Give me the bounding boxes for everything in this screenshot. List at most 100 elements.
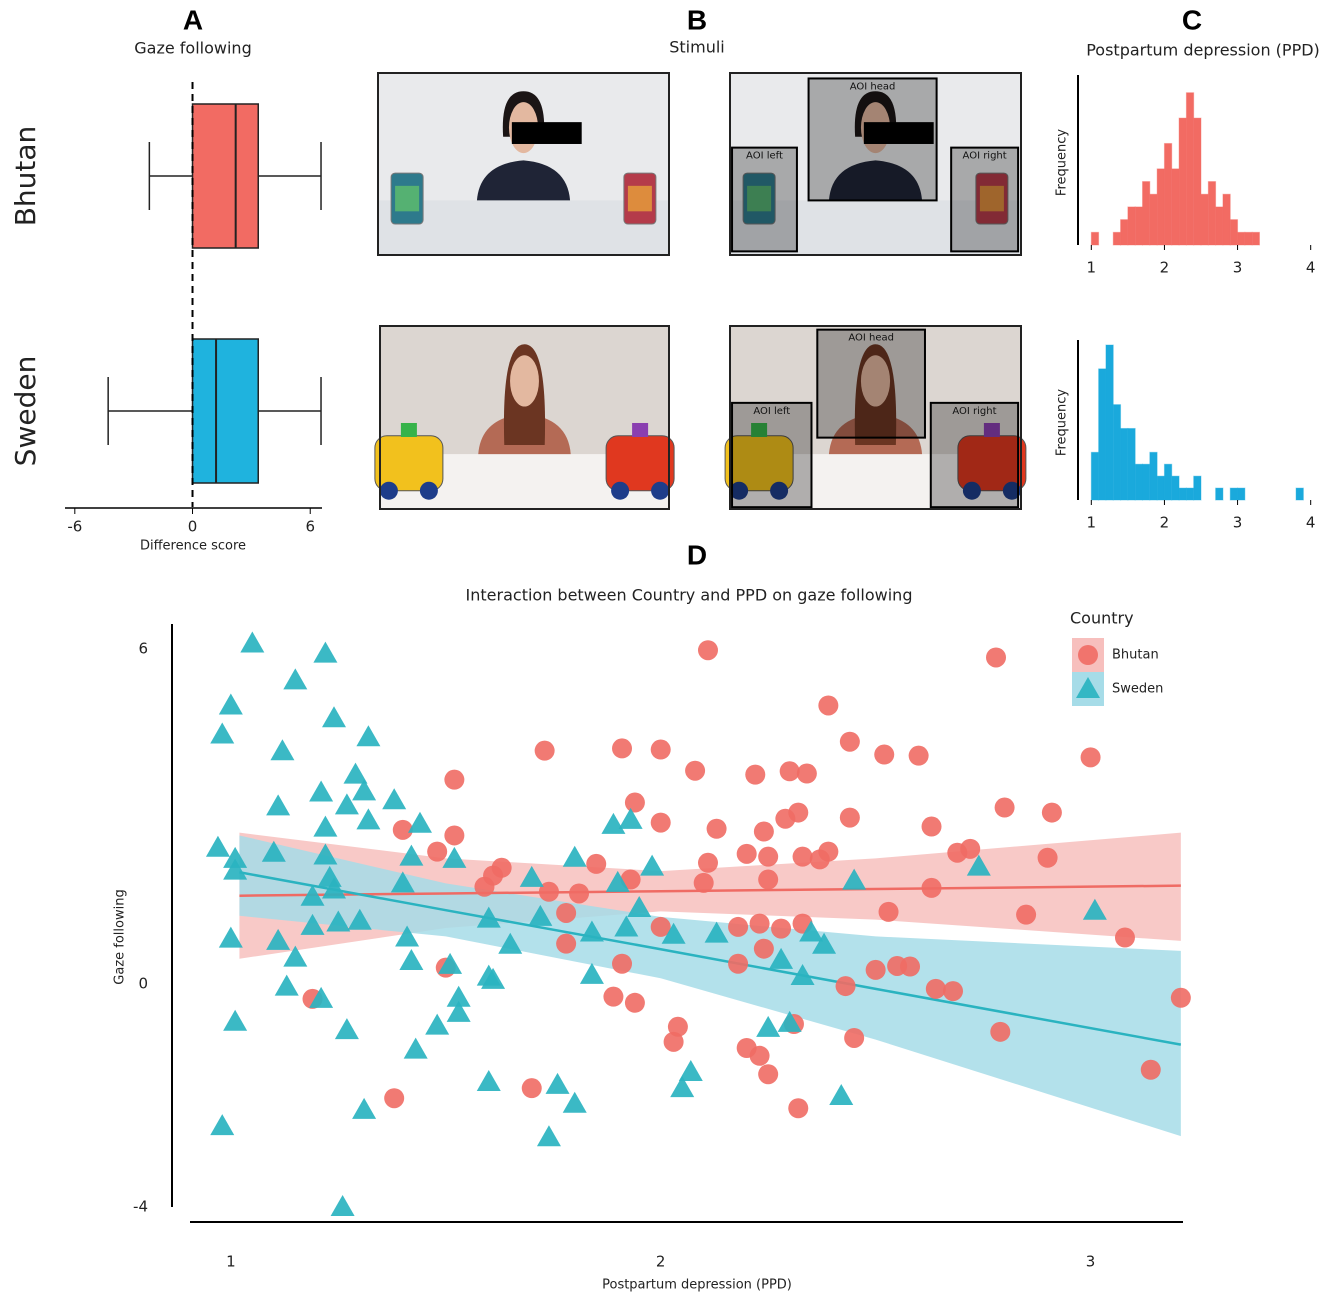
circle-point xyxy=(728,954,748,974)
circle-point xyxy=(844,1028,864,1048)
toy-car xyxy=(375,436,443,491)
panel-letter: B xyxy=(687,4,707,35)
circle-point xyxy=(603,987,623,1007)
panel-letter: D xyxy=(687,539,707,570)
circle-point xyxy=(694,873,714,893)
circle-point xyxy=(750,914,770,934)
histogram-bar xyxy=(1143,182,1150,245)
x-tick-label: 4 xyxy=(1306,514,1316,532)
circle-point xyxy=(947,843,967,863)
circle-point xyxy=(758,1064,778,1084)
triangle-point xyxy=(266,794,290,815)
circle-point xyxy=(664,1032,684,1052)
x-tick-label: 1 xyxy=(1087,514,1097,532)
y-tick-label: 6 xyxy=(138,640,148,658)
histogram-bar xyxy=(1157,169,1164,245)
triangle-point xyxy=(477,1070,501,1091)
circle-point xyxy=(1171,988,1191,1008)
category-label: Sweden xyxy=(9,356,42,467)
box xyxy=(193,104,259,248)
circle-point xyxy=(866,960,886,980)
histogram-bar xyxy=(1245,232,1252,245)
toy-wheel xyxy=(420,482,438,500)
circle-point xyxy=(556,934,576,954)
cup-pattern xyxy=(628,186,652,211)
circle-point xyxy=(698,640,718,660)
histogram-bar xyxy=(1121,428,1128,500)
circle-point xyxy=(879,902,899,922)
circle-point xyxy=(840,808,860,828)
circle-point xyxy=(1016,905,1036,925)
aoi-label: AOI head xyxy=(850,81,896,92)
histogram-bar xyxy=(1238,488,1245,500)
x-tick-label: 4 xyxy=(1306,259,1316,277)
circle-point xyxy=(986,647,1006,667)
cup-pattern xyxy=(395,186,419,211)
circle-point xyxy=(797,764,817,784)
histogram-bar xyxy=(1121,220,1128,245)
histogram-bar xyxy=(1128,428,1135,500)
circle-point xyxy=(922,817,942,837)
panel-letter: A xyxy=(183,4,203,35)
histogram-bar xyxy=(1194,476,1201,500)
x-tick-label: 0 xyxy=(188,518,198,536)
circle-point xyxy=(754,822,774,842)
triangle-point xyxy=(206,836,230,857)
category-label: Bhutan xyxy=(9,126,42,227)
triangle-point xyxy=(356,808,380,829)
histogram-bar xyxy=(1186,488,1193,500)
triangle-point xyxy=(563,846,587,867)
histogram-bar xyxy=(1179,118,1186,245)
aoi-box xyxy=(732,403,811,507)
histogram-bar xyxy=(1164,143,1171,245)
aoi-label: AOI left xyxy=(753,406,790,417)
x-tick-label: 3 xyxy=(1233,514,1243,532)
x-tick-label: 2 xyxy=(1160,514,1170,532)
circle-point xyxy=(625,993,645,1013)
circle-point xyxy=(444,770,464,790)
triangle-point xyxy=(563,1092,587,1113)
triangle-point xyxy=(408,812,432,833)
circle-point xyxy=(474,877,494,897)
toy-wheel xyxy=(380,482,398,500)
circle-point xyxy=(788,1098,808,1118)
circle-point xyxy=(569,883,589,903)
triangle-point xyxy=(219,927,243,948)
triangle-point xyxy=(313,642,337,663)
circle-point xyxy=(990,1022,1010,1042)
aoi-label: AOI right xyxy=(963,151,1007,162)
histogram-bar xyxy=(1230,220,1237,245)
circle-point xyxy=(758,870,778,890)
circle-point xyxy=(427,842,447,862)
triangle-point xyxy=(210,722,234,743)
histogram-bar xyxy=(1157,476,1164,500)
circle-point xyxy=(995,798,1015,818)
x-tick-label: 2 xyxy=(656,1253,666,1271)
triangle-point xyxy=(546,1073,570,1094)
circle-point xyxy=(1038,848,1058,868)
circle-point xyxy=(874,745,894,765)
toy-car-top xyxy=(632,423,648,437)
toy-wheel xyxy=(651,482,669,500)
circle-point xyxy=(698,853,718,873)
triangle-point xyxy=(309,780,333,801)
person-face xyxy=(510,355,539,406)
triangle-point xyxy=(283,668,307,689)
circle-point xyxy=(943,981,963,1001)
histogram-bar xyxy=(1113,405,1120,500)
circle-point xyxy=(750,1046,770,1066)
x-axis-label: Postpartum depression (PPD) xyxy=(602,1278,792,1293)
y-axis-label: Gaze following xyxy=(113,889,128,984)
legend-label: Sweden xyxy=(1112,682,1163,697)
triangle-point xyxy=(399,949,423,970)
aoi-label: AOI head xyxy=(848,333,894,344)
y-axis-label: Frequency xyxy=(1055,389,1070,456)
stimulus-frame: AOI headAOI leftAOI right xyxy=(725,326,1026,509)
histogram-bar xyxy=(1252,232,1259,245)
histogram-bar xyxy=(1186,93,1193,245)
legend-marker xyxy=(1078,645,1098,665)
triangle-point xyxy=(640,855,664,876)
triangle-point xyxy=(210,1114,234,1135)
x-axis-label: Difference score xyxy=(140,539,246,554)
